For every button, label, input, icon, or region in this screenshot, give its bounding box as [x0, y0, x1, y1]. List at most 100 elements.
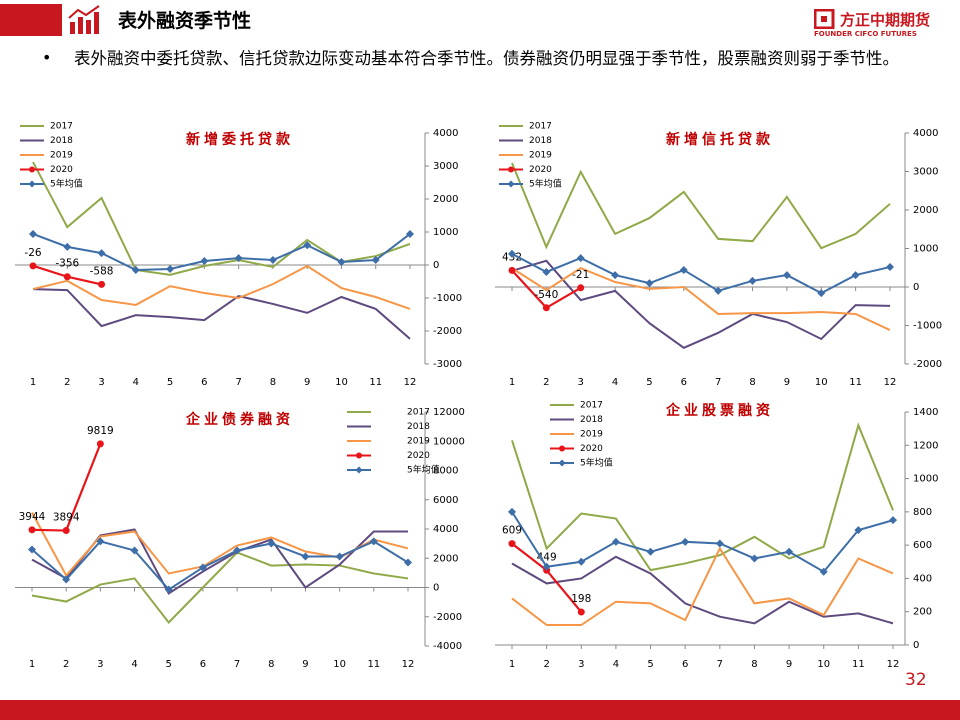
x-tick-label: 9 [784, 377, 790, 388]
y-tick-label: -3000 [433, 359, 462, 370]
x-tick-label: 5 [647, 659, 653, 670]
point [750, 554, 759, 563]
point [62, 575, 71, 584]
x-tick-label: 6 [200, 659, 206, 670]
y-tick-label: 1000 [433, 227, 458, 238]
legend-label: 2018 [529, 136, 552, 146]
series-line [511, 253, 891, 295]
x-tick-label: 2 [543, 659, 549, 670]
data-label: 3944 [19, 511, 46, 523]
x-tick-label: 12 [402, 659, 415, 670]
x-tick-label: 3 [98, 377, 104, 388]
point [577, 557, 586, 566]
series-line [32, 288, 411, 340]
legend-marker [29, 166, 35, 173]
series-line [31, 528, 408, 595]
y-tick-label: 2000 [433, 553, 458, 564]
data-label: -588 [90, 265, 114, 277]
y-tick-label: -2000 [913, 359, 942, 370]
y-tick-label: 1400 [913, 407, 938, 418]
point [577, 284, 585, 292]
point [715, 539, 724, 548]
footer-bar [0, 700, 960, 720]
chart-title: 新增委托贷款 [186, 131, 294, 148]
x-tick-label: 3 [97, 659, 103, 670]
y-tick-label: 8000 [433, 466, 458, 477]
series-line [31, 551, 409, 624]
y-tick-label: -2000 [433, 612, 462, 623]
point [371, 256, 380, 265]
x-tick-label: 4 [131, 659, 137, 670]
point [889, 516, 897, 525]
y-tick-label: 1200 [913, 440, 938, 451]
legend-label: 2017 [407, 408, 430, 418]
series-line [511, 259, 891, 349]
x-tick-label: 11 [369, 377, 382, 388]
x-tick-label: 10 [335, 377, 348, 388]
y-tick-label: 0 [913, 282, 919, 293]
legend-label: 2020 [50, 165, 73, 175]
legend-label: 5年均值 [407, 464, 440, 476]
x-tick-label: 2 [63, 659, 69, 670]
x-tick-label: 7 [235, 377, 241, 388]
point [337, 258, 346, 267]
point [645, 279, 654, 288]
point [198, 563, 207, 572]
x-tick-label: 10 [333, 659, 346, 670]
point [301, 552, 310, 561]
x-tick-label: 5 [167, 377, 173, 388]
series-line [32, 161, 411, 276]
point [886, 262, 894, 271]
chart-title: 新增信托贷款 [666, 131, 774, 148]
legend-marker [507, 180, 515, 188]
legend-marker [28, 180, 36, 188]
legend-marker [559, 445, 565, 452]
legend-marker [356, 452, 362, 459]
series-line [32, 233, 411, 271]
point [542, 267, 551, 276]
x-tick-label: 5 [166, 659, 172, 670]
series-line [32, 264, 411, 310]
page-number: 32 [905, 670, 927, 690]
y-tick-label: -1000 [433, 293, 462, 304]
legend-marker [508, 166, 514, 173]
y-tick-label: 2000 [433, 194, 458, 205]
slide-title: 表外融资季节性 [118, 10, 252, 32]
x-tick-label: 9 [304, 377, 310, 388]
y-tick-label: 400 [913, 573, 932, 584]
y-tick-label: 200 [913, 607, 932, 618]
data-label: 198 [571, 593, 591, 605]
x-tick-label: 8 [749, 377, 755, 388]
point [96, 440, 104, 448]
x-tick-label: 10 [815, 377, 828, 388]
x-tick-label: 1 [30, 377, 36, 388]
point [63, 273, 71, 281]
legend-label: 2020 [407, 451, 430, 461]
point [819, 567, 828, 576]
point [611, 271, 620, 280]
y-tick-label: 0 [433, 260, 439, 271]
series-line [511, 267, 891, 332]
y-tick-label: -1000 [913, 321, 942, 332]
point [97, 249, 106, 258]
y-tick-label: 1000 [913, 474, 938, 485]
x-tick-label: 2 [543, 377, 549, 388]
point [679, 266, 688, 275]
bullet-dot: • [42, 48, 52, 67]
point [785, 547, 794, 556]
data-label: 9819 [87, 425, 114, 437]
point [577, 608, 585, 616]
point [782, 271, 791, 280]
y-tick-label: 3000 [913, 167, 938, 178]
series-line [31, 540, 409, 591]
legend-marker [355, 466, 363, 474]
x-tick-label: 9 [786, 659, 792, 670]
chart-title: 企业债券融资 [185, 411, 294, 428]
y-tick-label: 800 [913, 507, 932, 518]
point [542, 304, 550, 312]
x-tick-label: 1 [509, 659, 515, 670]
y-tick-label: 4000 [433, 128, 458, 139]
point [130, 546, 139, 555]
x-tick-label: 3 [578, 659, 584, 670]
